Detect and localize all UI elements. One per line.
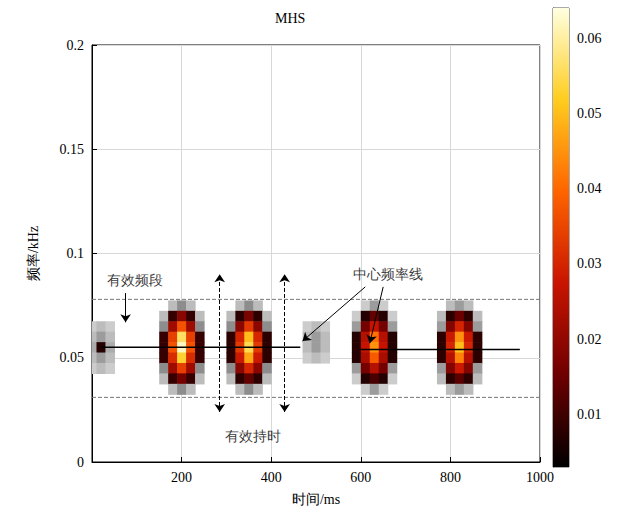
svg-text:MHS: MHS (275, 11, 305, 26)
svg-text:0.03: 0.03 (577, 256, 602, 271)
svg-text:频率/kHz: 频率/kHz (26, 226, 41, 281)
svg-text:0.06: 0.06 (577, 31, 602, 46)
svg-text:800: 800 (440, 470, 461, 485)
svg-text:中心频率线: 中心频率线 (353, 267, 423, 282)
svg-text:400: 400 (261, 470, 282, 485)
svg-text:0.01: 0.01 (577, 407, 602, 422)
svg-text:1000: 1000 (526, 470, 554, 485)
svg-text:200: 200 (171, 470, 192, 485)
svg-text:0: 0 (77, 455, 84, 470)
svg-text:600: 600 (350, 470, 371, 485)
svg-text:0.02: 0.02 (577, 332, 602, 347)
svg-text:有效频段: 有效频段 (107, 273, 163, 288)
svg-text:0.2: 0.2 (67, 38, 85, 53)
svg-text:0.05: 0.05 (577, 106, 602, 121)
svg-text:0.05: 0.05 (60, 350, 85, 365)
svg-text:0.1: 0.1 (67, 246, 85, 261)
svg-text:0.15: 0.15 (60, 142, 85, 157)
svg-text:0.04: 0.04 (577, 181, 602, 196)
svg-text:有效持时: 有效持时 (225, 429, 281, 444)
svg-text:时间/ms: 时间/ms (292, 492, 340, 507)
